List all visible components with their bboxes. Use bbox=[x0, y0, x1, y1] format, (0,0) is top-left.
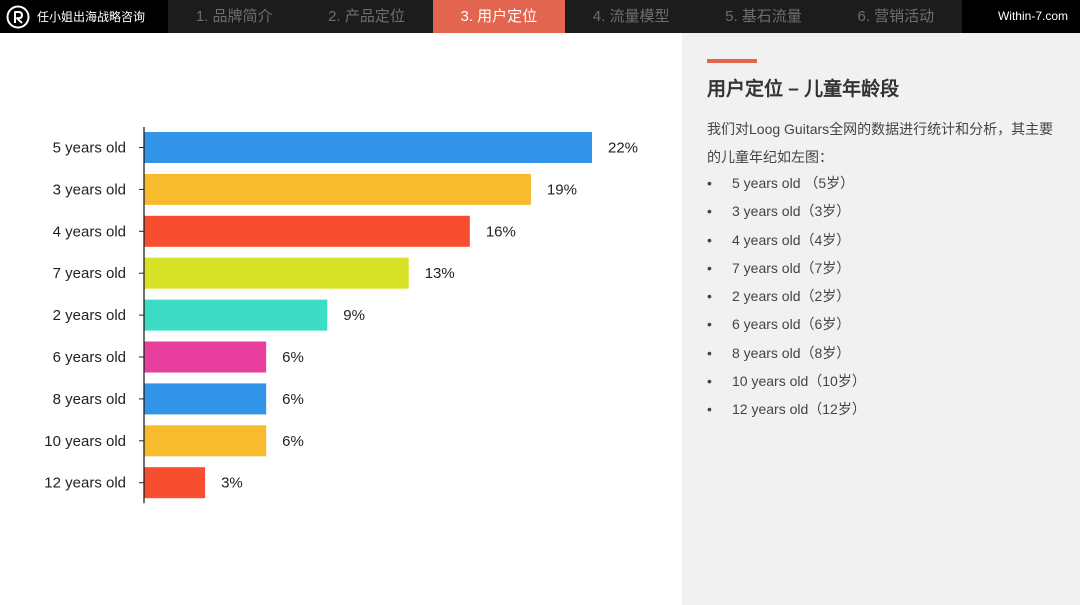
data-label: 9% bbox=[343, 307, 365, 324]
nav-tab-6[interactable]: 6. 营销活动 bbox=[857, 8, 935, 25]
data-label: 22% bbox=[608, 140, 638, 157]
list-item: • 4 years old（4岁） bbox=[707, 226, 866, 254]
category-label: 6 years old bbox=[53, 349, 126, 366]
list-item-label: 10 years old（10岁） bbox=[732, 373, 866, 390]
brand-logo[interactable]: 任小姐出海战略咨询 bbox=[6, 4, 145, 29]
bar bbox=[144, 173, 531, 205]
bar bbox=[144, 215, 470, 247]
main-nav: 1. 品牌简介 2. 产品定位 3. 用户定位 4. 流量模型 5. 基石流量 6. 营销… bbox=[168, 0, 962, 33]
list-item: • 2 years old（2岁） bbox=[707, 282, 866, 310]
logo-icon bbox=[6, 5, 30, 28]
data-label: 6% bbox=[282, 391, 304, 408]
bullet-icon: • bbox=[707, 401, 712, 418]
top-bar: 任小姐出海战略咨询 1. 品牌简介 2. 产品定位 3. 用户定位 4. 流量模型 5.… bbox=[0, 0, 1080, 33]
age-list: • 5 years old （5岁） • 3 years old（3岁） • 4 year… bbox=[707, 169, 866, 424]
bar bbox=[144, 132, 592, 163]
bar bbox=[144, 341, 267, 373]
bar bbox=[144, 467, 206, 499]
data-label: 16% bbox=[486, 223, 516, 240]
brand-name: 任小姐出海战略咨询 bbox=[37, 10, 146, 24]
bullet-icon: • bbox=[707, 175, 712, 191]
list-item: • 7 years old（7岁） bbox=[707, 254, 866, 282]
list-item-label: 8 years old（8岁） bbox=[732, 344, 851, 361]
category-label: 4 years old bbox=[53, 223, 126, 240]
panel-title: 用户定位 – 儿童年龄段 bbox=[707, 79, 900, 100]
accent-line bbox=[707, 59, 757, 63]
list-item-label: 12 years old（12岁） bbox=[732, 401, 866, 418]
nav-tab-2[interactable]: 2. 产品定位 bbox=[328, 8, 405, 25]
category-label: 3 years old bbox=[53, 181, 126, 198]
data-label: 13% bbox=[425, 265, 455, 282]
list-item-label: 7 years old（7岁） bbox=[732, 259, 851, 276]
category-label: 7 years old bbox=[53, 265, 126, 282]
bullet-icon: • bbox=[707, 259, 712, 276]
data-label: 19% bbox=[547, 181, 577, 198]
nav-tab-3[interactable]: 3. 用户定位 bbox=[432, 0, 565, 33]
age-bar-chart: 5 years old 22% 3 years old 19% 4 years old 1… bbox=[44, 127, 638, 504]
data-label: 6% bbox=[282, 349, 304, 366]
bullet-icon: • bbox=[707, 231, 712, 248]
bullet-icon: • bbox=[707, 344, 712, 361]
list-item-label: 5 years old （5岁） bbox=[732, 175, 855, 191]
category-label: 12 years old bbox=[44, 475, 126, 492]
bar bbox=[144, 299, 328, 331]
list-item: • 10 years old（10岁） bbox=[707, 367, 866, 395]
bullet-icon: • bbox=[707, 316, 712, 333]
list-item-label: 2 years old（2岁） bbox=[732, 288, 851, 305]
category-label: 10 years old bbox=[44, 433, 126, 450]
nav-tab-1[interactable]: 1. 品牌简介 bbox=[195, 8, 273, 25]
bar bbox=[144, 383, 267, 415]
nav-tab-4[interactable]: 4. 流量模型 bbox=[592, 8, 670, 25]
bullet-icon: • bbox=[707, 288, 712, 305]
list-item: • 8 years old（8岁） bbox=[707, 339, 866, 367]
category-label: 5 years old bbox=[53, 140, 126, 157]
data-label: 3% bbox=[221, 475, 243, 492]
site-url[interactable]: Within-7.com bbox=[997, 9, 1068, 23]
list-item-label: 6 years old（6岁） bbox=[732, 316, 851, 333]
category-label: 2 years old bbox=[53, 307, 126, 324]
list-item: • 3 years old（3岁） bbox=[707, 197, 866, 225]
info-panel: 用户定位 – 儿童年龄段 我们对Loog Guitars全网的数据进行统计和分析… bbox=[682, 33, 1080, 605]
bar bbox=[144, 425, 267, 457]
bullet-icon: • bbox=[707, 373, 712, 390]
list-item-label: 4 years old（4岁） bbox=[732, 231, 851, 248]
bullet-icon: • bbox=[707, 203, 712, 220]
nav-tab-5[interactable]: 5. 基石流量 bbox=[725, 8, 802, 25]
data-label: 6% bbox=[282, 433, 304, 450]
list-item: • 5 years old （5岁） bbox=[707, 169, 866, 197]
list-item: • 12 years old（12岁） bbox=[707, 395, 866, 423]
list-item: • 6 years old（6岁） bbox=[707, 310, 866, 338]
category-label: 8 years old bbox=[53, 391, 126, 408]
panel-description: 我们对Loog Guitars全网的数据进行统计和分析，其主要的儿童年纪如左图： bbox=[707, 121, 1054, 165]
bar bbox=[144, 257, 409, 289]
list-item-label: 3 years old（3岁） bbox=[732, 203, 851, 220]
